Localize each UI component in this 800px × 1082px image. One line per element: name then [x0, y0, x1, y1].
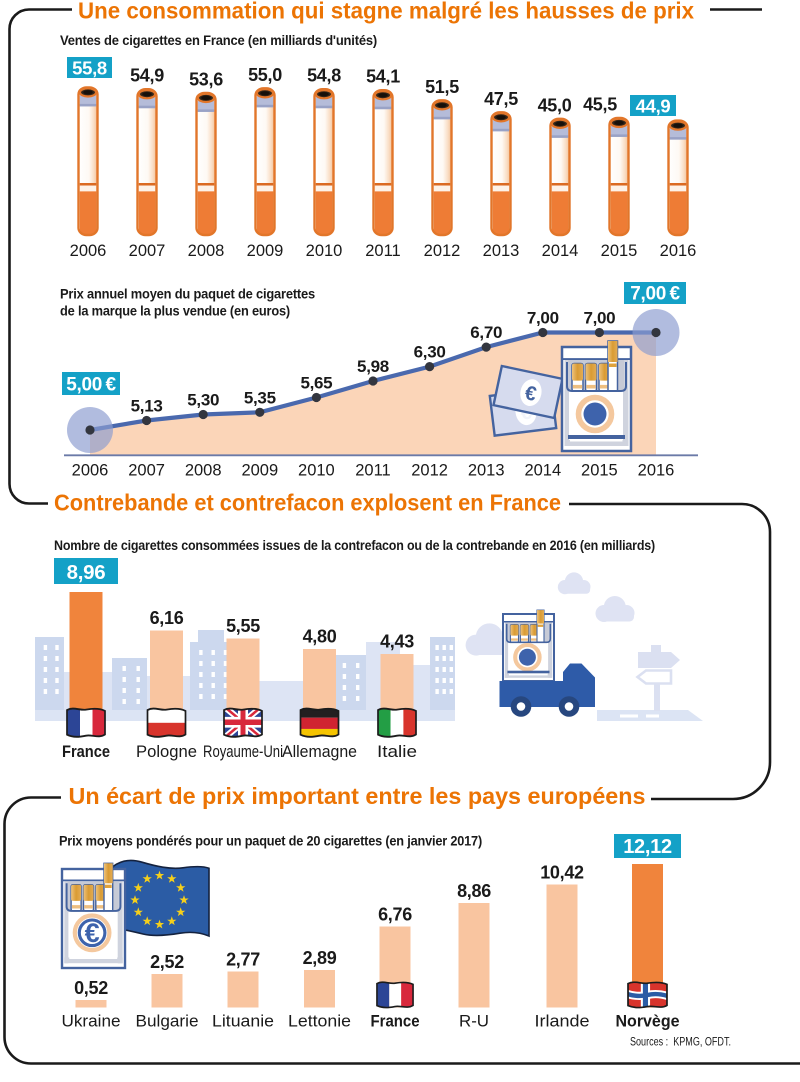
svg-text:France: France: [371, 1012, 420, 1031]
svg-text:Italie: Italie: [377, 742, 417, 761]
svg-text:Un écart de prix important ent: Un écart de prix important entre les pay…: [69, 783, 646, 809]
svg-text:R-U: R-U: [459, 1012, 489, 1031]
svg-text:2011: 2011: [365, 242, 400, 260]
svg-text:2008: 2008: [185, 462, 222, 480]
svg-text:Norvège: Norvège: [616, 1012, 680, 1031]
svg-text:Bulgarie: Bulgarie: [136, 1012, 199, 1031]
svg-text:2006: 2006: [70, 242, 107, 260]
svg-text:2,89: 2,89: [303, 948, 337, 968]
svg-text:47,5: 47,5: [484, 89, 518, 109]
svg-text:Prix annuel moyen du paquet de: Prix annuel moyen du paquet de cigarette…: [60, 287, 315, 302]
svg-text:4,43: 4,43: [380, 632, 414, 652]
svg-text:45,5: 45,5: [583, 94, 617, 114]
svg-text:Lituanie: Lituanie: [212, 1012, 274, 1031]
svg-text:€: €: [523, 382, 538, 406]
svg-text:7,00: 7,00: [583, 309, 615, 328]
svg-text:7,00 €: 7,00 €: [630, 284, 680, 305]
svg-text:2009: 2009: [241, 462, 278, 480]
svg-text:45,0: 45,0: [538, 95, 572, 115]
svg-text:Royaume-Uni: Royaume-Uni: [203, 742, 283, 761]
svg-text:6,16: 6,16: [150, 608, 184, 628]
svg-text:2010: 2010: [306, 242, 343, 260]
svg-text:4,80: 4,80: [303, 627, 337, 647]
svg-text:2015: 2015: [601, 242, 638, 260]
svg-text:55,8: 55,8: [72, 58, 107, 79]
svg-text:12,12: 12,12: [623, 836, 672, 858]
svg-text:51,5: 51,5: [425, 77, 459, 97]
svg-text:2013: 2013: [483, 242, 520, 260]
svg-text:6,30: 6,30: [414, 343, 446, 362]
svg-text:€: €: [85, 918, 100, 948]
svg-text:2014: 2014: [524, 462, 561, 480]
svg-text:Ukraine: Ukraine: [62, 1012, 121, 1031]
svg-text:54,1: 54,1: [366, 67, 400, 87]
svg-text:2006: 2006: [72, 462, 109, 480]
svg-text:2,77: 2,77: [226, 950, 260, 970]
svg-text:2010: 2010: [298, 462, 335, 480]
svg-text:Pologne: Pologne: [136, 742, 197, 761]
svg-text:54,8: 54,8: [307, 66, 341, 86]
svg-text:Allemagne: Allemagne: [282, 742, 357, 761]
svg-text:5,30: 5,30: [187, 391, 219, 410]
svg-text:Une consommation qui stagne ma: Une consommation qui stagne malgré les h…: [78, 0, 694, 24]
svg-text:5,55: 5,55: [226, 616, 260, 636]
svg-text:6,76: 6,76: [378, 905, 412, 925]
svg-text:2016: 2016: [660, 242, 697, 260]
svg-text:8,86: 8,86: [457, 881, 491, 901]
svg-text:2008: 2008: [188, 242, 225, 260]
svg-text:de la marque la plus vendue (e: de la marque la plus vendue (en euros): [60, 304, 290, 319]
svg-text:53,6: 53,6: [189, 69, 223, 89]
svg-text:2012: 2012: [424, 242, 461, 260]
svg-text:7,00: 7,00: [527, 309, 559, 328]
svg-text:Contrebande et contrefacon exp: Contrebande et contrefacon explosent en …: [54, 490, 561, 516]
svg-text:Irlande: Irlande: [535, 1012, 590, 1031]
svg-text:6,70: 6,70: [470, 323, 502, 342]
svg-text:55,0: 55,0: [248, 65, 282, 85]
svg-text:Sources : KPMG, OFDT.: Sources : KPMG, OFDT.: [630, 1037, 731, 1049]
svg-text:2011: 2011: [355, 462, 390, 480]
svg-text:France: France: [62, 742, 110, 761]
svg-text:2016: 2016: [638, 462, 675, 480]
svg-text:5,35: 5,35: [244, 388, 276, 407]
svg-text:2012: 2012: [411, 462, 448, 480]
svg-text:2009: 2009: [247, 242, 284, 260]
svg-text:54,9: 54,9: [130, 66, 164, 86]
svg-text:44,9: 44,9: [636, 96, 671, 117]
svg-text:2007: 2007: [129, 242, 166, 260]
svg-text:5,65: 5,65: [300, 374, 332, 393]
svg-text:2015: 2015: [581, 462, 618, 480]
svg-text:5,00 €: 5,00 €: [66, 375, 116, 396]
svg-text:2013: 2013: [468, 462, 505, 480]
svg-text:2014: 2014: [542, 242, 579, 260]
svg-text:Lettonie: Lettonie: [288, 1012, 351, 1031]
svg-text:5,13: 5,13: [131, 397, 163, 416]
svg-text:2007: 2007: [128, 462, 165, 480]
svg-text:2,52: 2,52: [150, 952, 184, 972]
svg-text:Nombre de cigarettes consommée: Nombre de cigarettes consommées issues d…: [54, 538, 655, 553]
svg-text:10,42: 10,42: [540, 863, 584, 883]
svg-text:Prix moyens pondérés pour un p: Prix moyens pondérés pour un paquet de 2…: [59, 834, 482, 849]
svg-text:8,96: 8,96: [67, 561, 106, 584]
svg-text:Ventes de cigarettes en France: Ventes de cigarettes en France (en milli…: [60, 33, 377, 48]
svg-text:0,52: 0,52: [74, 978, 108, 998]
svg-text:5,98: 5,98: [357, 357, 389, 376]
